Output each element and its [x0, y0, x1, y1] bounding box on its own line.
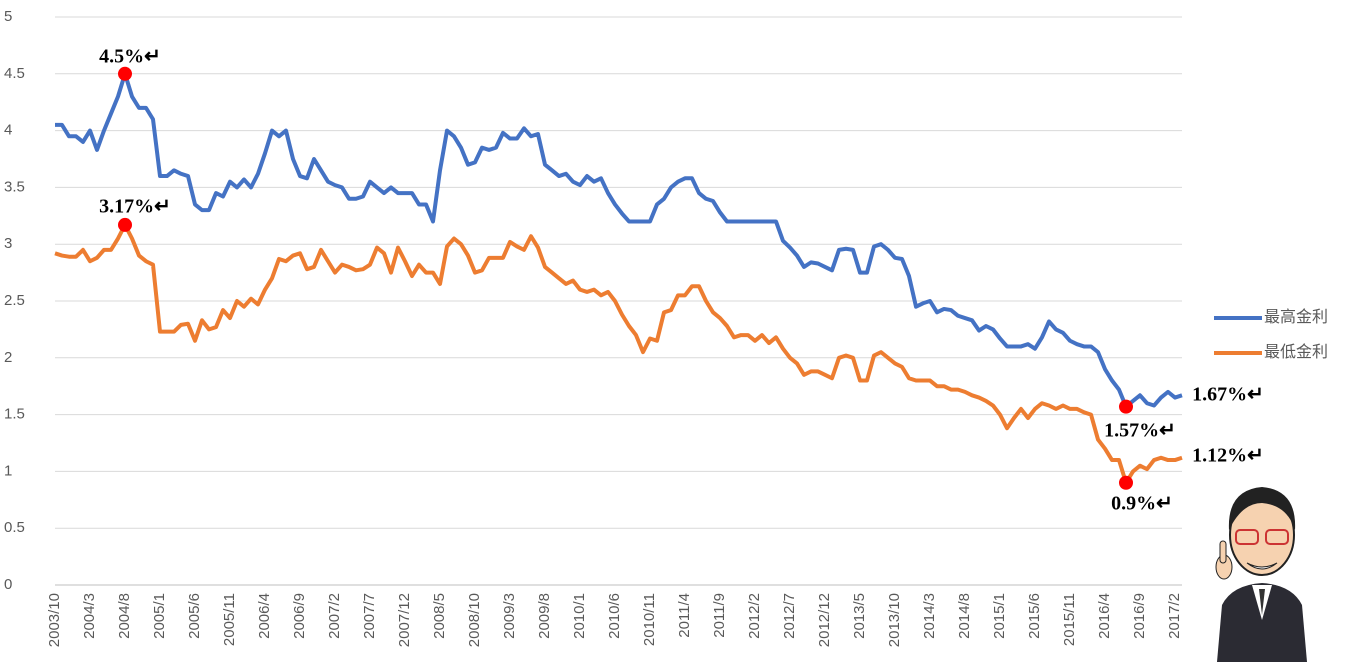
x-tick-label: 2011/9 [711, 593, 728, 638]
x-tick-label: 2015/11 [1061, 593, 1078, 646]
x-tick-label: 2013/5 [851, 593, 868, 639]
annotation: 1.12%↵ [1192, 445, 1264, 467]
x-tick-label: 2012/7 [781, 593, 798, 639]
x-tick-label: 2009/8 [536, 593, 553, 639]
x-tick-label: 2014/3 [921, 593, 938, 639]
x-tick-label: 2010/11 [641, 593, 658, 646]
y-tick-label: 2 [4, 349, 12, 366]
x-tick-label: 2015/6 [1026, 593, 1043, 639]
x-tick-label: 2004/3 [81, 593, 98, 639]
series-line [55, 225, 1182, 483]
annotation: 1.57%↵ [1104, 420, 1176, 442]
x-tick-label: 2007/2 [326, 593, 343, 639]
highlight-point [118, 218, 132, 232]
y-tick-label: 5 [4, 8, 12, 25]
y-tick-label: 1.5 [4, 406, 25, 423]
annotation: 0.9%↵ [1111, 493, 1173, 515]
y-tick-label: 4 [4, 122, 12, 139]
x-tick-label: 2017/2 [1166, 593, 1183, 639]
x-tick-label: 2012/12 [816, 593, 833, 647]
highlight-point [1119, 400, 1133, 414]
x-tick-label: 2007/7 [361, 593, 378, 639]
x-tick-label: 2007/12 [396, 593, 413, 647]
y-tick-label: 0.5 [4, 519, 25, 536]
y-tick-label: 1 [4, 462, 12, 479]
mascot [1216, 487, 1307, 662]
x-tick-label: 2009/3 [501, 593, 518, 639]
legend-label: 最低金利 [1264, 343, 1328, 361]
x-tick-label: 2016/9 [1131, 593, 1148, 639]
x-tick-label: 2014/8 [956, 593, 973, 639]
x-tick-label: 2008/10 [466, 593, 483, 647]
x-tick-label: 2006/9 [291, 593, 308, 639]
annotation: 4.5%↵ [99, 46, 161, 68]
legend-label: 最高金利 [1264, 308, 1328, 326]
annotation: 3.17%↵ [99, 196, 171, 218]
x-tick-label: 2010/1 [571, 593, 588, 639]
y-tick-label: 0 [4, 576, 12, 593]
x-tick-label: 2016/4 [1096, 593, 1113, 639]
y-tick-label: 3 [4, 235, 12, 252]
y-tick-label: 3.5 [4, 178, 25, 195]
x-tick-label: 2004/8 [116, 593, 133, 639]
x-tick-label: 2015/1 [991, 593, 1008, 639]
x-tick-label: 2005/6 [186, 593, 203, 639]
series-line [55, 74, 1182, 407]
x-tick-label: 2012/2 [746, 593, 763, 639]
annotation: 1.67%↵ [1192, 384, 1264, 406]
x-tick-label: 2013/10 [886, 593, 903, 647]
y-tick-label: 2.5 [4, 292, 25, 309]
x-tick-label: 2005/11 [221, 593, 238, 646]
x-tick-label: 2011/4 [676, 593, 693, 638]
chart: 0 0.5 1 1.5 2 2.5 3 3.5 4 4.5 5 2003/10 2004/3 2004/8… [0, 0, 1363, 662]
highlight-point [1119, 476, 1133, 490]
highlight-point [118, 67, 132, 81]
x-tick-label: 2008/5 [431, 593, 448, 639]
x-tick-label: 2005/1 [151, 593, 168, 639]
x-tick-label: 2006/4 [256, 593, 273, 639]
x-tick-label: 2010/6 [606, 593, 623, 639]
x-tick-label: 2003/10 [46, 593, 63, 647]
y-tick-label: 4.5 [4, 65, 25, 82]
